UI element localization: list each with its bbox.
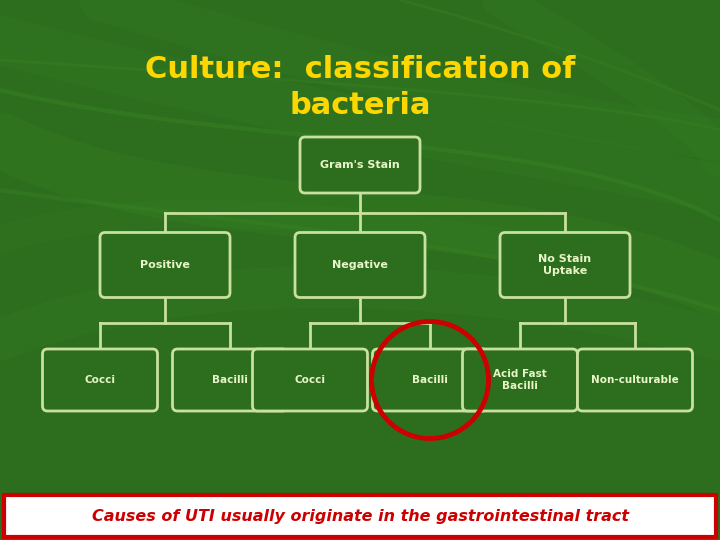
Text: Non-culturable: Non-culturable bbox=[591, 375, 679, 385]
FancyBboxPatch shape bbox=[372, 349, 487, 411]
FancyBboxPatch shape bbox=[300, 137, 420, 193]
Text: Gram's Stain: Gram's Stain bbox=[320, 160, 400, 170]
FancyBboxPatch shape bbox=[100, 233, 230, 298]
Text: Causes of UTI usually originate in the gastrointestinal tract: Causes of UTI usually originate in the g… bbox=[91, 509, 629, 523]
Text: Negative: Negative bbox=[332, 260, 388, 270]
Text: Bacilli: Bacilli bbox=[412, 375, 448, 385]
Text: Acid Fast
Bacilli: Acid Fast Bacilli bbox=[493, 369, 547, 391]
FancyBboxPatch shape bbox=[42, 349, 158, 411]
Text: Positive: Positive bbox=[140, 260, 190, 270]
FancyBboxPatch shape bbox=[462, 349, 577, 411]
Text: Culture:  classification of: Culture: classification of bbox=[145, 56, 575, 84]
FancyBboxPatch shape bbox=[253, 349, 367, 411]
FancyBboxPatch shape bbox=[577, 349, 693, 411]
Text: Bacilli: Bacilli bbox=[212, 375, 248, 385]
Text: bacteria: bacteria bbox=[289, 91, 431, 119]
FancyBboxPatch shape bbox=[295, 233, 425, 298]
FancyBboxPatch shape bbox=[500, 233, 630, 298]
FancyBboxPatch shape bbox=[4, 495, 716, 537]
FancyBboxPatch shape bbox=[173, 349, 287, 411]
Text: Cocci: Cocci bbox=[84, 375, 115, 385]
Text: Cocci: Cocci bbox=[294, 375, 325, 385]
Text: No Stain
Uptake: No Stain Uptake bbox=[539, 254, 592, 276]
